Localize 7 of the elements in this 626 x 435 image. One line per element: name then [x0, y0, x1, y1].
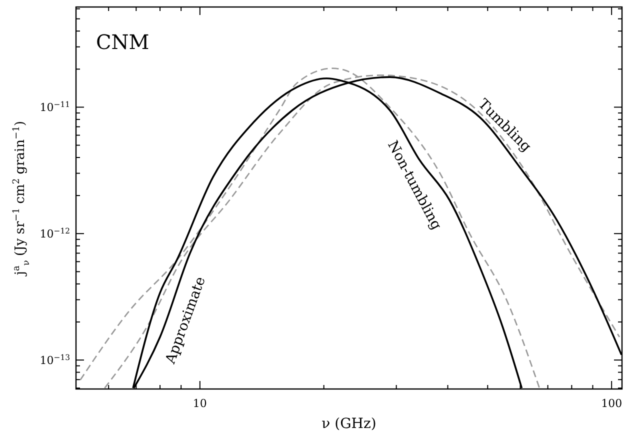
x-tick-label: 10 [192, 397, 207, 410]
x-tick-label: 100 [601, 397, 622, 410]
y-tick-label: 10$^{−12}$ [40, 226, 70, 241]
y-tick-label: 10$^{−13}$ [40, 352, 70, 368]
y-tick-label: 10$^{−11}$ [40, 100, 70, 114]
annotation: CNM [96, 30, 150, 54]
x-axis-title: ν (GHz) [322, 416, 376, 432]
